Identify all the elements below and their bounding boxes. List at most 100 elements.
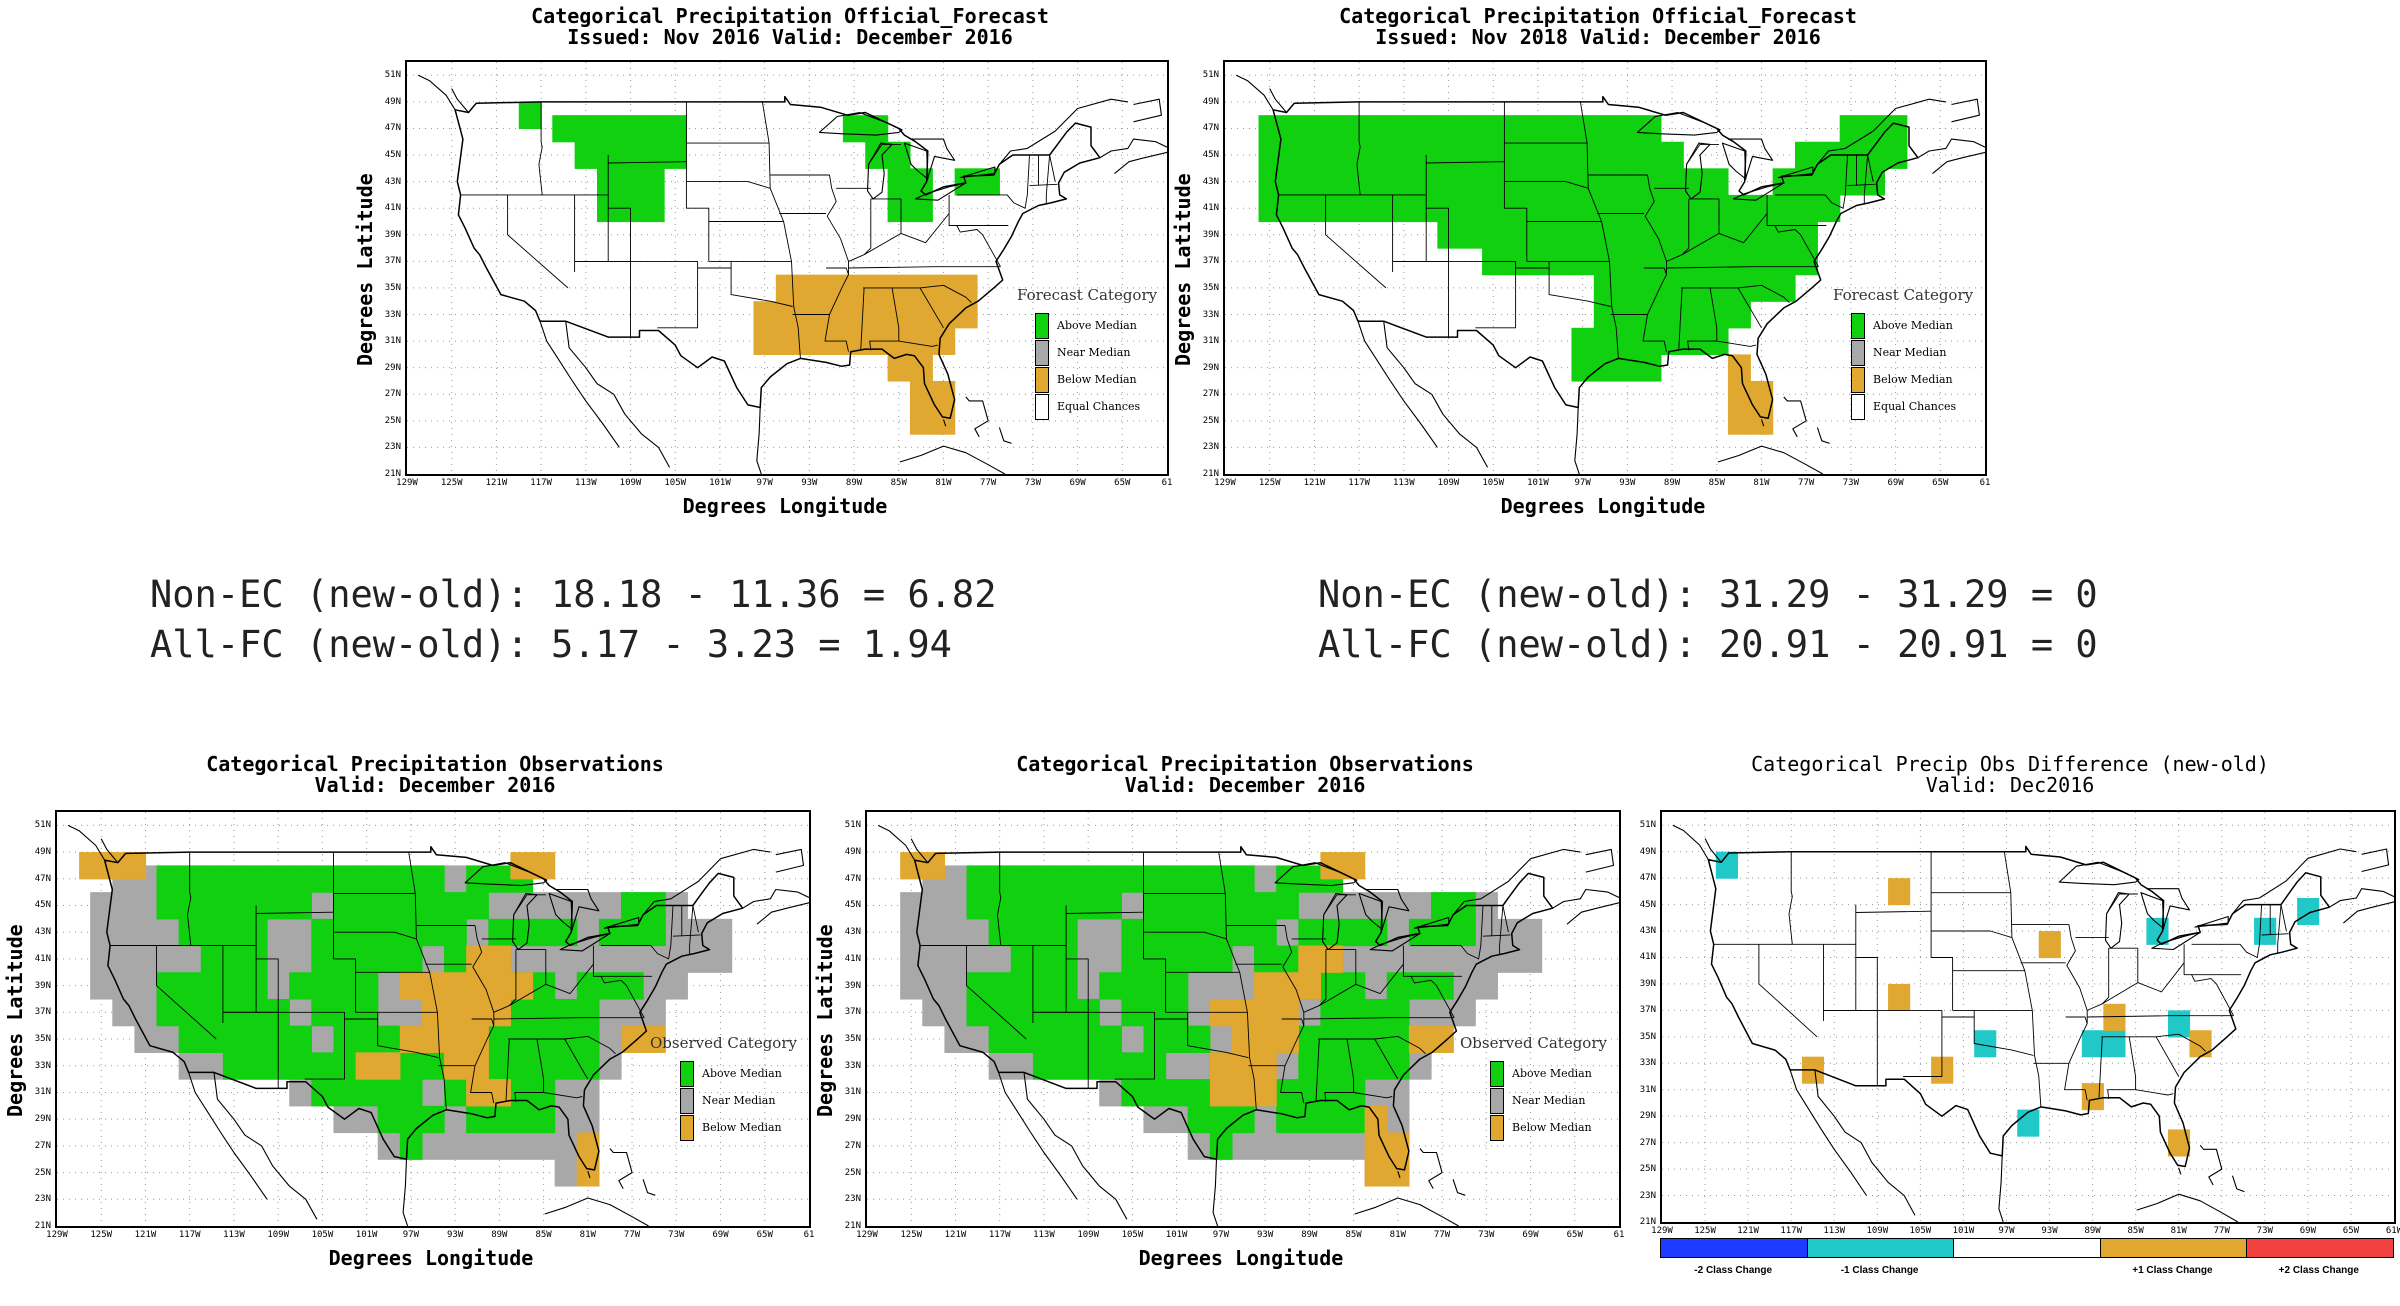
state-boundary bbox=[686, 181, 771, 189]
above-median-cell bbox=[1571, 141, 1595, 169]
above-median-cell bbox=[1099, 892, 1122, 920]
near-median-cell bbox=[156, 918, 180, 947]
great-lake-outline bbox=[959, 166, 996, 179]
longitude-tick-label: 125W bbox=[1258, 478, 1281, 488]
legend-swatch bbox=[1490, 1060, 1504, 1087]
map-canvas bbox=[867, 812, 1619, 1226]
state-boundary bbox=[508, 949, 517, 1006]
coastline bbox=[188, 1072, 268, 1200]
state-boundary bbox=[508, 1035, 616, 1055]
above-median-cell bbox=[1616, 248, 1640, 276]
above-median-cell bbox=[1121, 1079, 1145, 1107]
near-median-cell bbox=[421, 1132, 445, 1160]
latitude-tick-label: 23N bbox=[1202, 442, 1219, 453]
above-median-cell bbox=[1431, 918, 1454, 947]
above-median-cell bbox=[200, 972, 224, 1000]
coastline bbox=[642, 848, 771, 916]
coastline bbox=[1133, 98, 1162, 123]
colorbar-label: +1 Class Change bbox=[2132, 1265, 2213, 1276]
coastline bbox=[877, 824, 916, 861]
above-median-cell bbox=[1482, 115, 1506, 143]
above-median-cell bbox=[1298, 1079, 1322, 1107]
above-median-cell bbox=[1437, 168, 1461, 196]
state-boundary bbox=[1973, 1010, 2034, 1056]
near-median-cell bbox=[944, 945, 968, 973]
above-median-cell bbox=[1727, 274, 1751, 302]
title-line-1: Categorical Precipitation Official_Forec… bbox=[531, 4, 1049, 28]
above-median-cell bbox=[574, 141, 598, 169]
latitude-tick-label: 29N bbox=[1639, 1111, 1656, 1122]
below-median-cell bbox=[101, 852, 124, 880]
coastline bbox=[642, 1179, 656, 1196]
above-median-cell bbox=[377, 1079, 401, 1107]
near-median-cell bbox=[1431, 945, 1454, 973]
near-median-cell bbox=[311, 892, 335, 920]
coastline bbox=[1932, 151, 1985, 175]
panel-title: Categorical Precip Obs Difference (new-o… bbox=[1610, 754, 2400, 796]
longitude-tick-label: 113W bbox=[1823, 1226, 1846, 1236]
above-median-cell bbox=[200, 865, 224, 893]
panel-title: Categorical Precipitation Official_Forec… bbox=[1158, 6, 2038, 48]
above-median-cell bbox=[1616, 115, 1640, 143]
above-median-cell bbox=[1683, 301, 1707, 329]
state-boundary bbox=[1426, 161, 1505, 164]
near-median-cell bbox=[1386, 892, 1410, 920]
coastline bbox=[1704, 838, 1722, 863]
legend-swatch bbox=[1851, 393, 1865, 420]
map-legend: Forecast Category Above Median Near Median… bbox=[1017, 286, 1157, 420]
below-median-cell bbox=[798, 274, 822, 302]
above-median-cell bbox=[1099, 972, 1122, 1000]
above-median-cell bbox=[377, 1025, 401, 1053]
above-median-cell bbox=[1032, 945, 1056, 973]
above-median-cell bbox=[1750, 194, 1774, 223]
panel-title: Categorical Precipitation Observations V… bbox=[810, 754, 1680, 796]
above-median-cell bbox=[1862, 115, 1886, 143]
below-median-cell bbox=[466, 998, 489, 1027]
great-lake-outline bbox=[903, 142, 929, 180]
latitude-tick-label: 45N bbox=[1202, 150, 1219, 161]
above-median-cell bbox=[1526, 141, 1550, 169]
coastline bbox=[565, 321, 671, 468]
longitude-ticks: 129W 125W 121W 117W 113W 109W 105W 101W 97W 93W 89… bbox=[856, 1230, 1624, 1244]
near-median-cell bbox=[1408, 998, 1432, 1027]
legend-label: Below Median bbox=[1512, 1121, 1592, 1134]
state-boundary bbox=[2098, 1036, 2103, 1098]
coastline bbox=[910, 838, 929, 864]
near-median-cell bbox=[156, 1025, 180, 1053]
state-boundary bbox=[472, 925, 495, 1066]
coastline bbox=[1998, 1155, 2004, 1222]
legend-label: Below Median bbox=[1057, 373, 1137, 386]
above-median-cell bbox=[1010, 1025, 1034, 1053]
coastline bbox=[756, 902, 809, 925]
above-median-cell bbox=[1231, 918, 1255, 947]
legend-label: Near Median bbox=[1057, 346, 1131, 359]
near-median-cell bbox=[1364, 945, 1388, 973]
above-median-cell bbox=[399, 918, 423, 947]
state-boundary bbox=[1353, 1092, 1393, 1099]
latitude-tick-label: 25N bbox=[384, 415, 401, 426]
latitude-tick-label: 23N bbox=[34, 1194, 51, 1205]
state-boundary bbox=[657, 261, 699, 329]
coastline bbox=[1364, 888, 1410, 933]
latitude-tick-label: 31N bbox=[844, 1087, 861, 1098]
above-median-cell bbox=[1638, 221, 1662, 249]
near-median-cell bbox=[598, 945, 622, 973]
above-median-cell bbox=[1437, 141, 1461, 169]
below-median-cell bbox=[842, 301, 866, 329]
near-median-cell bbox=[1386, 1105, 1410, 1134]
state-boundary bbox=[1410, 976, 1455, 1018]
above-median-cell bbox=[377, 865, 401, 893]
near-median-cell bbox=[90, 972, 113, 1000]
above-median-cell bbox=[598, 972, 622, 1000]
above-median-cell bbox=[887, 194, 911, 223]
above-median-cell bbox=[488, 865, 512, 893]
longitude-tick-label: 61 bbox=[1161, 478, 1173, 488]
state-boundary bbox=[1737, 287, 1762, 329]
coastline bbox=[2361, 848, 2390, 873]
below-median-cell bbox=[488, 1079, 512, 1107]
longitude-tick-label: 85W bbox=[890, 478, 907, 488]
above-median-cell bbox=[966, 892, 990, 920]
above-median-cell bbox=[1683, 248, 1707, 276]
coastline bbox=[1419, 1148, 1443, 1189]
coastline bbox=[1760, 419, 1765, 427]
